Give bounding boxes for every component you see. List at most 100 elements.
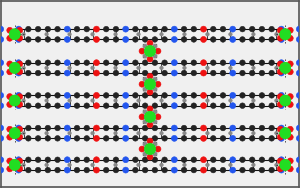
Circle shape — [155, 114, 161, 120]
Circle shape — [55, 136, 60, 141]
Circle shape — [171, 135, 177, 141]
Circle shape — [26, 26, 31, 32]
Circle shape — [145, 144, 155, 155]
Circle shape — [181, 26, 187, 32]
Circle shape — [278, 167, 284, 173]
Circle shape — [17, 61, 23, 67]
Circle shape — [68, 99, 71, 102]
Circle shape — [277, 35, 283, 41]
Circle shape — [155, 146, 161, 152]
Circle shape — [162, 167, 167, 173]
Circle shape — [152, 37, 158, 42]
Circle shape — [142, 136, 148, 141]
Circle shape — [259, 60, 265, 65]
Circle shape — [220, 136, 226, 141]
Circle shape — [45, 99, 48, 102]
Circle shape — [220, 70, 226, 76]
Circle shape — [200, 103, 206, 109]
Circle shape — [252, 66, 255, 70]
Circle shape — [94, 125, 100, 131]
Circle shape — [230, 26, 236, 32]
Circle shape — [143, 87, 147, 91]
Circle shape — [211, 136, 216, 141]
Circle shape — [22, 131, 25, 135]
Circle shape — [278, 26, 284, 32]
Circle shape — [103, 157, 109, 163]
Circle shape — [275, 99, 278, 102]
Circle shape — [181, 125, 187, 131]
Circle shape — [133, 157, 138, 163]
Circle shape — [287, 134, 293, 140]
Circle shape — [74, 37, 80, 42]
Circle shape — [16, 36, 22, 42]
Circle shape — [0, 36, 4, 42]
Circle shape — [230, 135, 236, 141]
Circle shape — [287, 166, 293, 172]
Circle shape — [64, 125, 70, 131]
Circle shape — [137, 131, 140, 135]
Circle shape — [55, 37, 60, 42]
Circle shape — [296, 157, 300, 163]
Circle shape — [211, 60, 216, 65]
Circle shape — [171, 26, 177, 32]
Circle shape — [142, 103, 148, 108]
Circle shape — [113, 70, 119, 76]
Circle shape — [152, 70, 158, 76]
Circle shape — [133, 37, 138, 42]
Circle shape — [133, 136, 138, 141]
Circle shape — [287, 27, 293, 33]
Circle shape — [139, 48, 145, 54]
Circle shape — [191, 103, 196, 108]
Circle shape — [55, 157, 60, 163]
Circle shape — [0, 26, 4, 32]
Circle shape — [171, 125, 177, 131]
Circle shape — [259, 103, 265, 108]
Circle shape — [191, 136, 196, 141]
Circle shape — [153, 77, 157, 81]
Circle shape — [142, 167, 148, 173]
Circle shape — [22, 66, 25, 70]
Circle shape — [259, 37, 265, 42]
Circle shape — [220, 93, 226, 98]
Circle shape — [9, 29, 20, 40]
Circle shape — [249, 70, 255, 76]
Circle shape — [278, 103, 284, 109]
Circle shape — [94, 135, 100, 141]
Circle shape — [68, 131, 71, 135]
Circle shape — [64, 103, 70, 109]
Circle shape — [142, 157, 148, 163]
Circle shape — [269, 37, 274, 42]
Circle shape — [16, 92, 22, 98]
Circle shape — [147, 89, 153, 95]
Circle shape — [162, 26, 167, 32]
Circle shape — [287, 126, 293, 132]
Circle shape — [152, 125, 158, 131]
Circle shape — [269, 167, 274, 173]
Circle shape — [9, 62, 20, 73]
Circle shape — [91, 99, 94, 102]
Circle shape — [16, 157, 22, 163]
Circle shape — [7, 94, 13, 99]
Circle shape — [94, 36, 100, 42]
Circle shape — [16, 135, 22, 141]
Circle shape — [133, 70, 138, 76]
Circle shape — [0, 103, 4, 109]
Circle shape — [74, 125, 80, 131]
Circle shape — [171, 157, 177, 163]
Circle shape — [183, 131, 186, 135]
Circle shape — [16, 26, 22, 32]
Circle shape — [22, 163, 25, 167]
Circle shape — [147, 56, 153, 62]
Circle shape — [275, 33, 278, 36]
Circle shape — [94, 60, 100, 66]
Circle shape — [230, 103, 236, 109]
Circle shape — [259, 136, 265, 141]
Circle shape — [191, 26, 196, 32]
Circle shape — [114, 33, 117, 36]
Circle shape — [155, 81, 161, 87]
Circle shape — [191, 70, 196, 76]
Circle shape — [74, 157, 80, 163]
Circle shape — [84, 136, 89, 141]
Circle shape — [249, 103, 255, 108]
Circle shape — [229, 66, 232, 70]
